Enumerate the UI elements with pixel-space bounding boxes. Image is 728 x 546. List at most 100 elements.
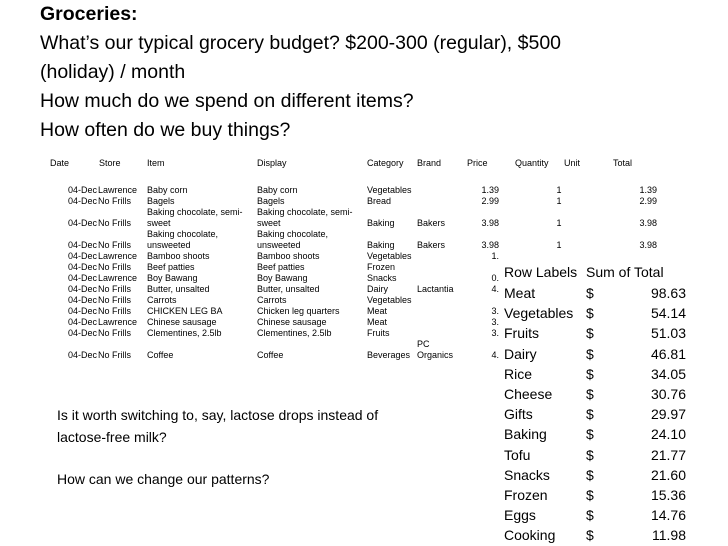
- pivot-row: Cooking $11.98: [499, 525, 705, 545]
- cell-qty: 1: [556, 218, 562, 228]
- cell-display: Baby corn: [257, 185, 298, 195]
- pivot-row-value: 14.76: [650, 507, 686, 524]
- pivot-header-row-labels: Row Labels: [504, 264, 578, 280]
- cell-display: Carrots: [257, 295, 287, 305]
- cell-category: Bread: [367, 196, 392, 206]
- pivot-row-value: 30.76: [650, 386, 686, 402]
- cell-qty: 1: [556, 185, 562, 195]
- pivot-row-currency: $: [586, 426, 594, 443]
- cell-category: Vegetables: [367, 185, 412, 195]
- cell-price: [439, 262, 499, 273]
- pivot-row-value: 15.36: [650, 487, 686, 503]
- cell-display: Coffee: [257, 350, 284, 360]
- cell-item: Baby corn: [147, 185, 188, 195]
- cell-item: Baking chocolate, unsweeted: [147, 229, 219, 250]
- note-question-1-line-1: Is it worth switching to, say, lactose d…: [57, 407, 379, 423]
- cell-store: No Frills: [98, 328, 131, 338]
- pivot-row-currency: $: [586, 487, 594, 503]
- col-header-display: Display: [257, 158, 287, 168]
- pivot-row-currency: $: [586, 406, 594, 423]
- cell-item: Coffee: [147, 350, 174, 360]
- slide-heading: Groceries: What’s our typical grocery bu…: [40, 0, 720, 145]
- pivot-row: Baking $24.10: [499, 424, 705, 444]
- pivot-row-currency: $: [586, 386, 594, 402]
- cell-display: Baking chocolate, unsweeted: [257, 229, 329, 250]
- pivot-row: Rice $34.05: [499, 364, 705, 384]
- cell-category: Dairy: [367, 284, 389, 294]
- pivot-row-label: Snacks: [504, 466, 550, 483]
- cell-display: Chicken leg quarters: [257, 306, 340, 316]
- cell-price: 0.: [491, 273, 499, 283]
- cell-store: No Frills: [98, 295, 131, 305]
- pivot-row-label: Rice: [504, 365, 533, 382]
- cell-item: Chinese sausage: [147, 317, 217, 327]
- cell-total: [597, 251, 657, 262]
- table-row: 04-Dec Lawrence Baby corn Baby corn Vegetabl…: [45, 185, 662, 196]
- col-header-brand: Brand: [417, 158, 442, 168]
- pivot-row-label: Frozen: [504, 487, 548, 503]
- col-header-quantity: Quantity: [515, 158, 549, 168]
- cell-qty: 1: [556, 240, 562, 250]
- cell-price: 3.: [491, 317, 499, 327]
- pivot-row-value: 51.03: [650, 325, 686, 342]
- notes: Is it worth switching to, say, lactose d…: [57, 404, 497, 490]
- cell-price: 3.: [491, 306, 499, 316]
- pivot-row: Frozen $15.36: [499, 485, 705, 505]
- pivot-row-currency: $: [586, 345, 594, 362]
- cell-display: Beef patties: [257, 262, 305, 272]
- cell-category: Meat: [367, 306, 388, 316]
- pivot-row-currency: $: [586, 285, 594, 301]
- pivot-row-value: 29.97: [650, 406, 686, 423]
- cell-item: Carrots: [147, 295, 177, 305]
- table-row: 04-Dec No Frills Butter, unsalted Butter, u…: [45, 284, 662, 295]
- pivot-row: Fruits $51.03: [499, 323, 705, 343]
- cell-date: 04-Dec: [68, 328, 98, 338]
- table-row: 04-Dec No Frills Clementines, 2.5lb Clement…: [45, 328, 662, 339]
- table-row: 04-Dec No Frills Baking chocolate, semi-sw…: [45, 207, 662, 229]
- pivot-row-currency: $: [586, 325, 594, 342]
- cell-store: No Frills: [98, 218, 131, 228]
- cell-store: Lawrence: [98, 273, 138, 283]
- col-header-unit: Unit: [564, 158, 581, 168]
- table-row: 04-Dec No Frills Baking chocolate, unsweete…: [45, 229, 662, 251]
- cell-store: No Frills: [98, 240, 131, 250]
- spreadsheet-table: Date Store Item Display Category Brand P…: [45, 152, 662, 400]
- note-question-2: How can we change our patterns?: [57, 471, 270, 487]
- table-row: 04-Dec No Frills Beef patties Beef patties F…: [45, 262, 662, 273]
- cell-price: 4.: [491, 350, 499, 360]
- pivot-row-value: 11.98: [652, 527, 686, 544]
- pivot-row-label: Vegetables: [504, 305, 574, 322]
- cell-store: Lawrence: [98, 185, 138, 195]
- cell-item: Baking chocolate, semi-sweet: [147, 207, 243, 228]
- cell-date: 04-Dec: [68, 273, 98, 283]
- cell-item: Butter, unsalted: [147, 284, 210, 294]
- col-header-item: Item: [147, 158, 165, 168]
- pivot-row-label: Eggs: [504, 507, 536, 524]
- pivot-row: Snacks $21.60: [499, 465, 705, 485]
- cell-category: Vegetables: [367, 295, 412, 305]
- pivot-row-label: Fruits: [504, 325, 539, 342]
- cell-store: No Frills: [98, 262, 131, 272]
- cell-store: No Frills: [98, 284, 131, 294]
- cell-category: Fruits: [367, 328, 390, 338]
- pivot-row-value: 54.14: [650, 305, 686, 322]
- cell-total: 3.98: [639, 218, 657, 228]
- cell-item: Beef patties: [147, 262, 195, 272]
- cell-price: 3.98: [481, 240, 499, 250]
- cell-category: Frozen: [367, 262, 396, 272]
- cell-qty: 1: [556, 196, 562, 206]
- col-header-category: Category: [367, 158, 404, 168]
- cell-category: Beverages: [367, 350, 411, 360]
- pivot-row-label: Meat: [504, 285, 536, 301]
- pivot-row-currency: $: [586, 305, 594, 322]
- table-row: 04-Dec No Frills Carrots Carrots Vegetables: [45, 295, 662, 306]
- cell-store: No Frills: [98, 350, 131, 360]
- col-header-store: Store: [99, 158, 121, 168]
- cell-display: Clementines, 2.5lb: [257, 328, 332, 338]
- cell-price: 3.: [491, 328, 499, 338]
- pivot-row-label: Gifts: [504, 406, 533, 423]
- pivot-row-label: Dairy: [504, 345, 537, 362]
- heading-line-2: (holiday) / month: [40, 61, 186, 83]
- cell-date: 04-Dec: [68, 295, 98, 305]
- pivot-row-label: Baking: [504, 426, 547, 443]
